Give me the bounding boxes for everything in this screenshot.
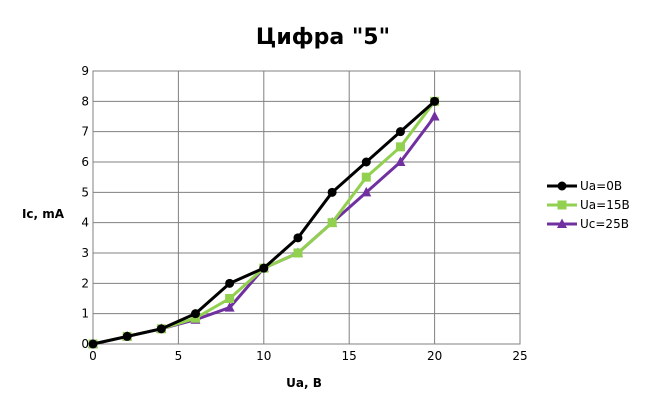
data-point <box>225 294 235 303</box>
data-point <box>327 218 337 228</box>
data-point <box>259 263 269 273</box>
legend: Ua=0B Ua=15B Uc=25B <box>547 179 630 231</box>
legend-item: Ua=0B <box>547 179 622 193</box>
legend-marker <box>557 200 567 210</box>
data-point <box>361 157 371 167</box>
data-point <box>190 309 200 319</box>
x-tick-label: 5 <box>175 349 183 363</box>
data-point <box>395 156 406 166</box>
data-point <box>293 233 303 243</box>
data-point <box>156 324 166 334</box>
y-tick-label: 1 <box>81 307 89 321</box>
data-point <box>293 248 303 258</box>
series-layer <box>88 96 440 349</box>
data-point <box>88 339 98 349</box>
x-axis-label: Ua, B <box>286 376 322 390</box>
chart-title: Цифра "5" <box>256 25 390 50</box>
plot-frame <box>92 70 521 345</box>
data-point <box>395 142 405 152</box>
legend-marker <box>557 181 567 191</box>
y-tick-label: 0 <box>81 337 89 351</box>
tick-labels: 0 5 10 15 20 25 0 1 2 3 4 5 6 7 8 9 <box>81 64 527 363</box>
x-tick-label: 0 <box>89 349 97 363</box>
x-tick-label: 10 <box>256 349 271 363</box>
legend-label: Uc=25B <box>580 217 629 231</box>
y-tick-label: 6 <box>81 155 89 169</box>
y-axis-label: Ic, mA <box>22 207 65 221</box>
y-tick-label: 5 <box>81 185 89 199</box>
y-tick-label: 2 <box>81 276 89 290</box>
y-tick-label: 9 <box>81 64 89 78</box>
data-point <box>361 172 371 182</box>
data-point <box>327 187 337 197</box>
data-point <box>122 331 132 341</box>
x-tick-label: 20 <box>427 349 442 363</box>
legend-marker <box>557 218 567 228</box>
data-point <box>395 127 405 137</box>
data-point <box>430 96 440 106</box>
x-tick-label: 15 <box>342 349 357 363</box>
data-point <box>429 111 440 121</box>
data-point <box>190 313 200 323</box>
legend-label: Ua=0B <box>580 179 622 193</box>
legend-item: Uc=25B <box>547 217 629 231</box>
legend-label: Ua=15B <box>580 198 630 212</box>
x-tick-label: 25 <box>512 349 527 363</box>
y-tick-label: 8 <box>81 94 89 108</box>
data-point <box>361 186 372 197</box>
series-Ua=0B <box>88 96 440 349</box>
data-point <box>225 278 235 288</box>
y-tick-label: 4 <box>81 216 89 230</box>
legend-item: Ua=15B <box>547 198 630 212</box>
y-tick-label: 3 <box>81 246 89 260</box>
y-tick-label: 7 <box>81 125 89 139</box>
gridlines <box>92 70 521 345</box>
data-point <box>224 302 235 312</box>
